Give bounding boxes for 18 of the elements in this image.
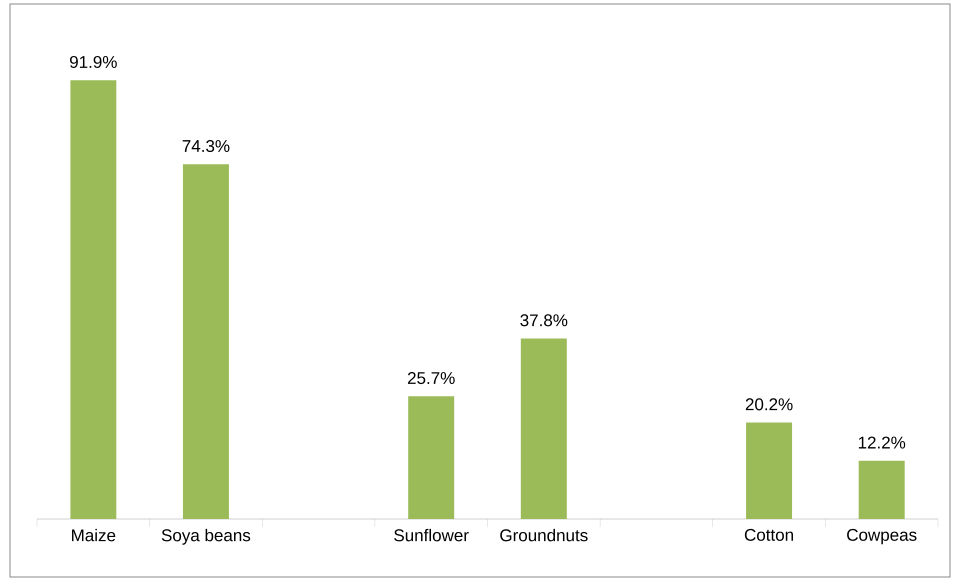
bar bbox=[520, 338, 567, 519]
data-label: 12.2% bbox=[858, 436, 906, 449]
x-tick-label: Groundnuts bbox=[500, 528, 588, 542]
bar bbox=[858, 460, 905, 519]
x-tick-label: Soya beans bbox=[162, 528, 250, 545]
data-label: 74.3% bbox=[182, 140, 230, 152]
x-tick-label: Cotton bbox=[744, 528, 793, 541]
data-label: 91.9% bbox=[70, 56, 117, 68]
data-label: 37.8% bbox=[520, 314, 568, 326]
x-tick-label: Maize bbox=[72, 528, 116, 542]
data-label: 25.7% bbox=[408, 372, 455, 384]
bar bbox=[408, 396, 454, 519]
data-label: 20.2% bbox=[746, 398, 793, 410]
x-tick-label: Sunflower bbox=[394, 528, 469, 542]
bar bbox=[70, 80, 116, 519]
bar bbox=[746, 422, 792, 519]
x-tick-label: Cowpeas bbox=[847, 528, 916, 544]
bar bbox=[182, 164, 229, 519]
